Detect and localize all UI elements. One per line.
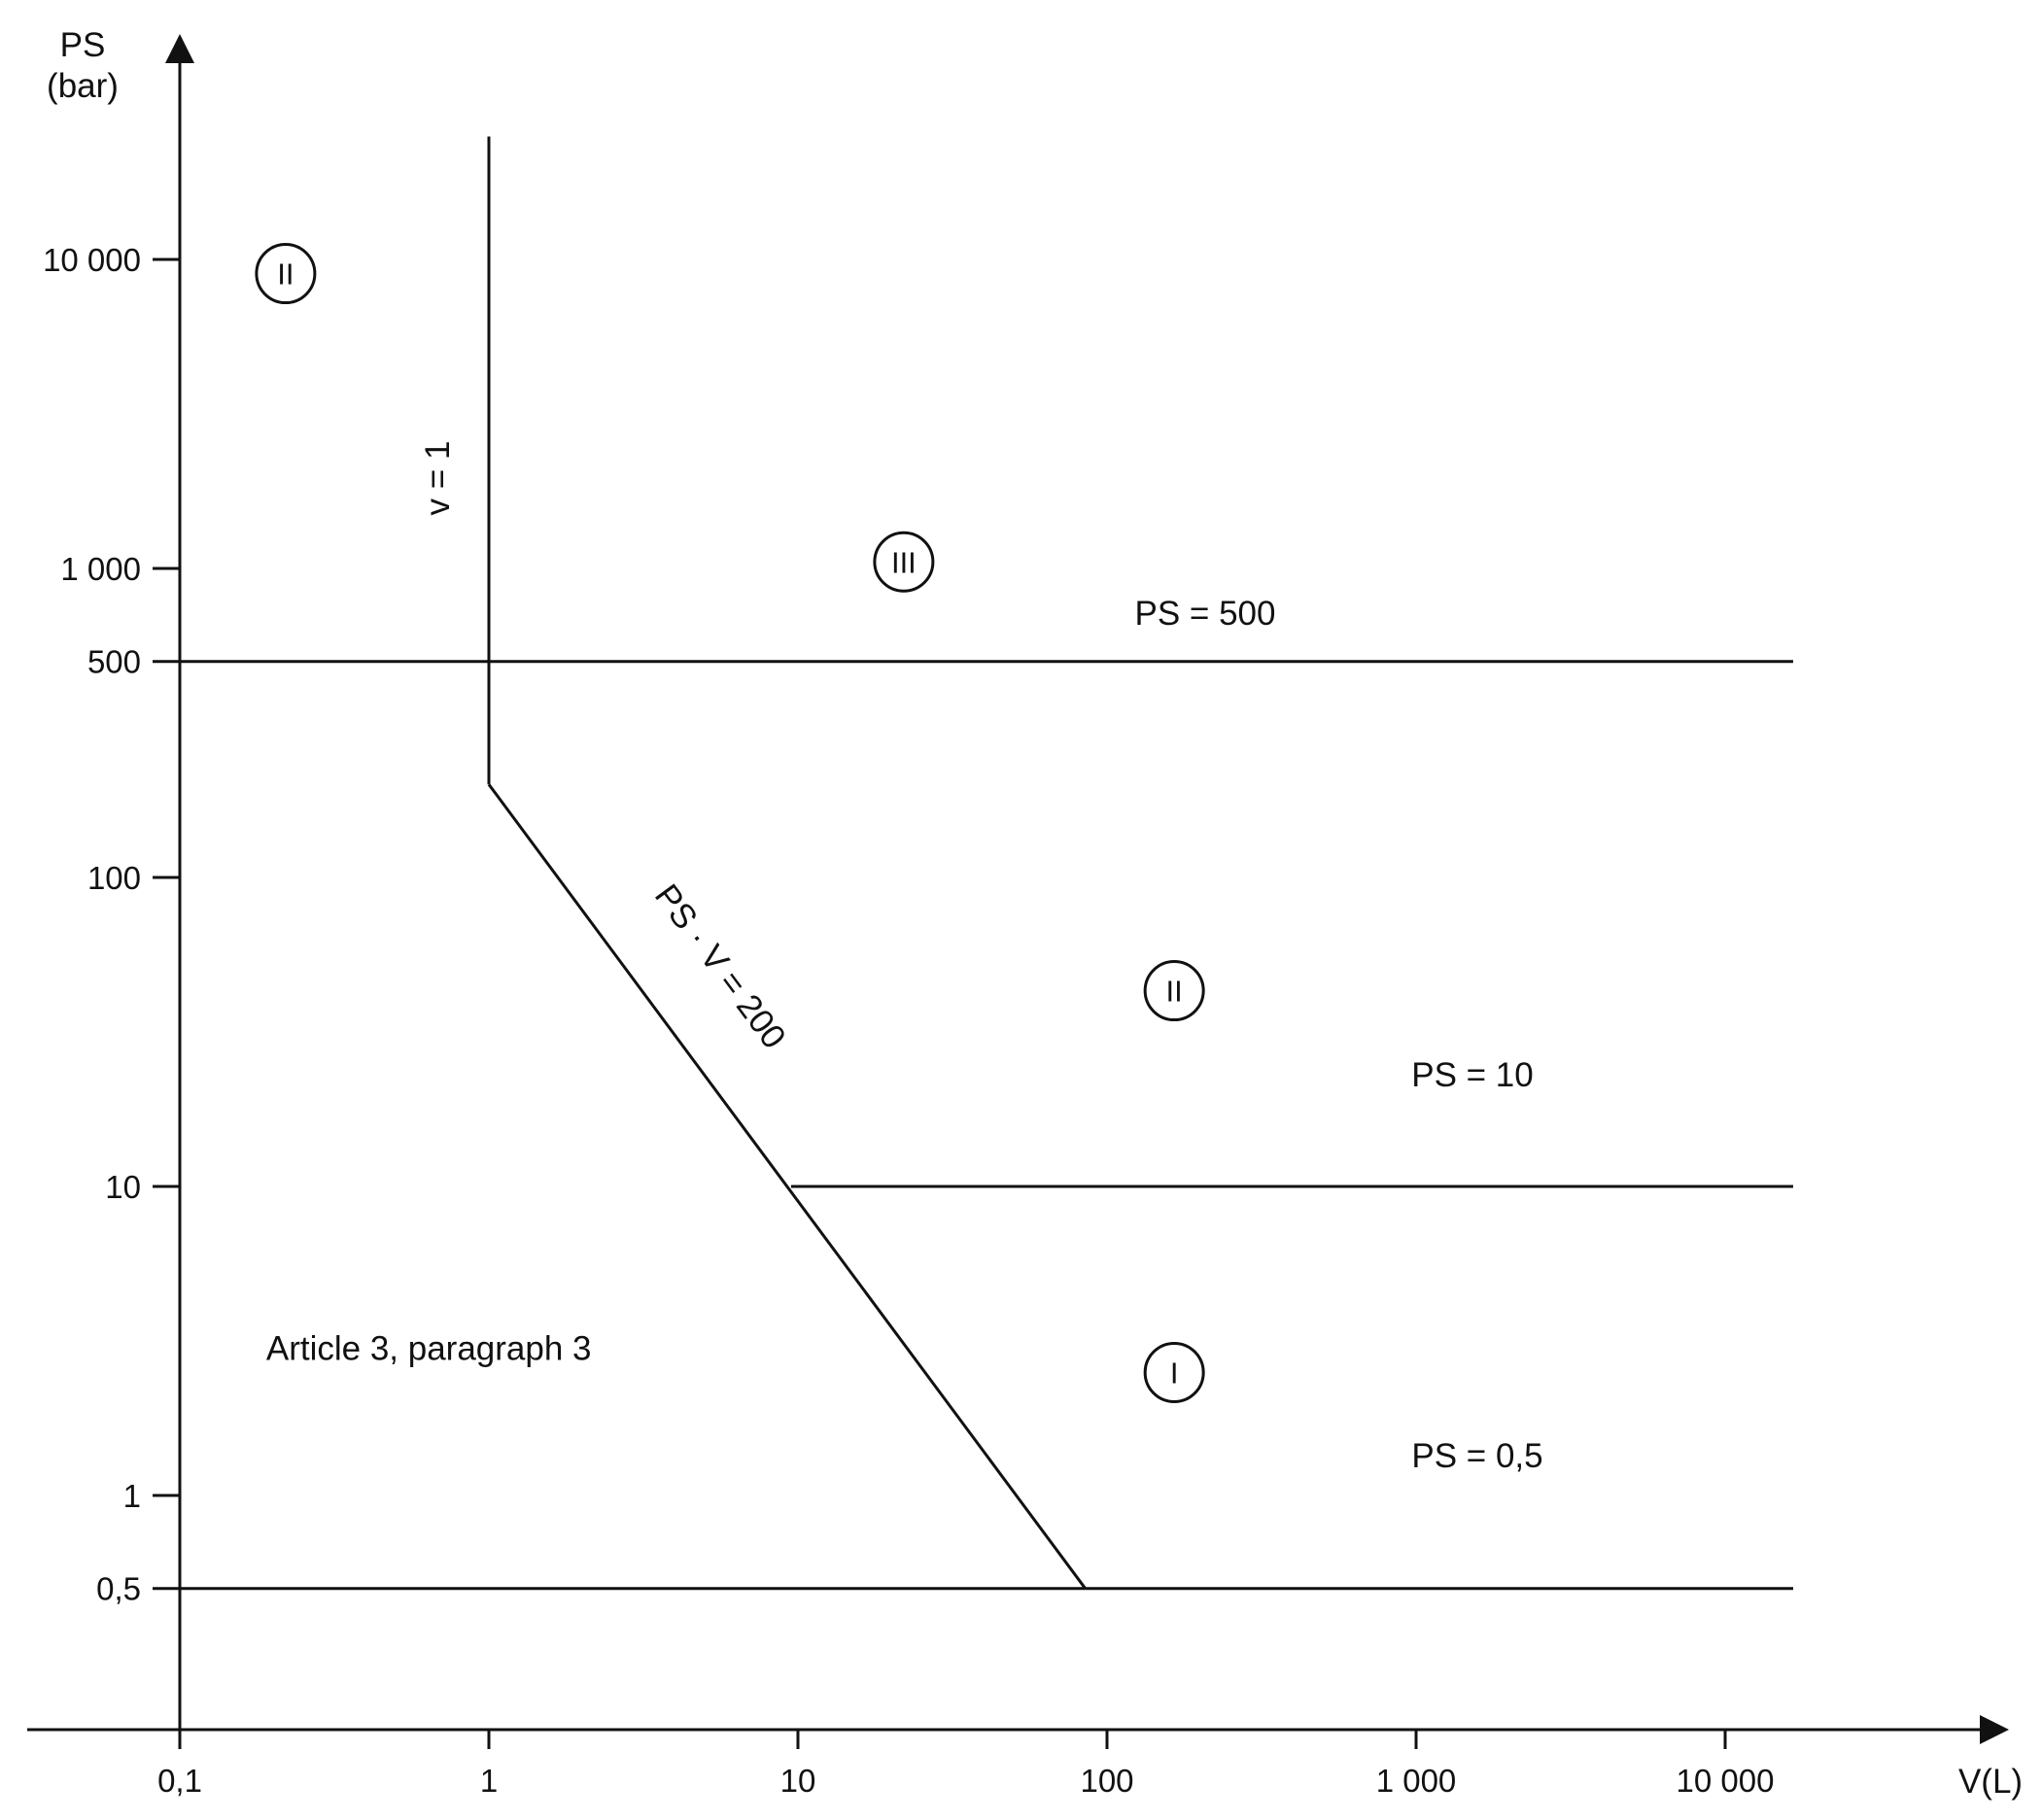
x-tick-label: 1 000 bbox=[1376, 1763, 1457, 1799]
category-circle bbox=[1143, 960, 1205, 1022]
boundary-lines bbox=[180, 136, 1793, 1591]
y-axis-title-line-2: (bar) bbox=[47, 67, 119, 105]
x-axis-title: V(L) bbox=[1958, 1763, 2023, 1801]
x-ticks: 0,1 1 10 100 1 000 10 000 bbox=[157, 1730, 1774, 1799]
y-tick-label: 1 bbox=[123, 1478, 141, 1514]
x-tick-label: 0,1 bbox=[157, 1763, 202, 1799]
category-circle bbox=[873, 531, 935, 593]
category-marker: I bbox=[1143, 1341, 1205, 1403]
y-tick-label: 10 000 bbox=[43, 242, 141, 278]
line-ps-v-200 bbox=[487, 783, 1087, 1590]
y-axis-title-line-1: PS bbox=[60, 26, 106, 64]
category-label: II bbox=[277, 258, 294, 292]
category-circle bbox=[255, 243, 317, 305]
label-ps-0-5: PS = 0,5 bbox=[1411, 1437, 1542, 1475]
x-tick-label: 10 000 bbox=[1677, 1763, 1775, 1799]
x-tick-label: 1 bbox=[480, 1763, 498, 1799]
label-v-1: v = 1 bbox=[419, 441, 457, 516]
label-ps-500: PS = 500 bbox=[1135, 595, 1276, 633]
x-tick-label: 10 bbox=[780, 1763, 816, 1799]
category-label: II bbox=[1166, 975, 1183, 1009]
label-ps-10: PS = 10 bbox=[1411, 1056, 1534, 1094]
y-tick-label: 10 bbox=[105, 1169, 141, 1205]
category-circle bbox=[1143, 1341, 1205, 1403]
y-tick-label: 0,5 bbox=[96, 1571, 141, 1607]
annotation-article-3: Article 3, paragraph 3 bbox=[266, 1329, 592, 1367]
category-marker: II bbox=[1143, 960, 1205, 1022]
y-tick-label: 1 000 bbox=[60, 551, 141, 587]
category-label: III bbox=[891, 545, 917, 579]
category-marker: II bbox=[255, 243, 317, 305]
y-tick-label: 500 bbox=[87, 644, 141, 680]
y-tick-label: 100 bbox=[87, 860, 141, 896]
category-marker: III bbox=[873, 531, 935, 593]
category-label: I bbox=[1170, 1356, 1179, 1390]
category-markers: II III II I bbox=[255, 243, 1205, 1403]
y-ticks: 0,5 1 10 100 500 1 000 10 000 bbox=[43, 242, 180, 1607]
x-tick-label: 100 bbox=[1080, 1763, 1133, 1799]
